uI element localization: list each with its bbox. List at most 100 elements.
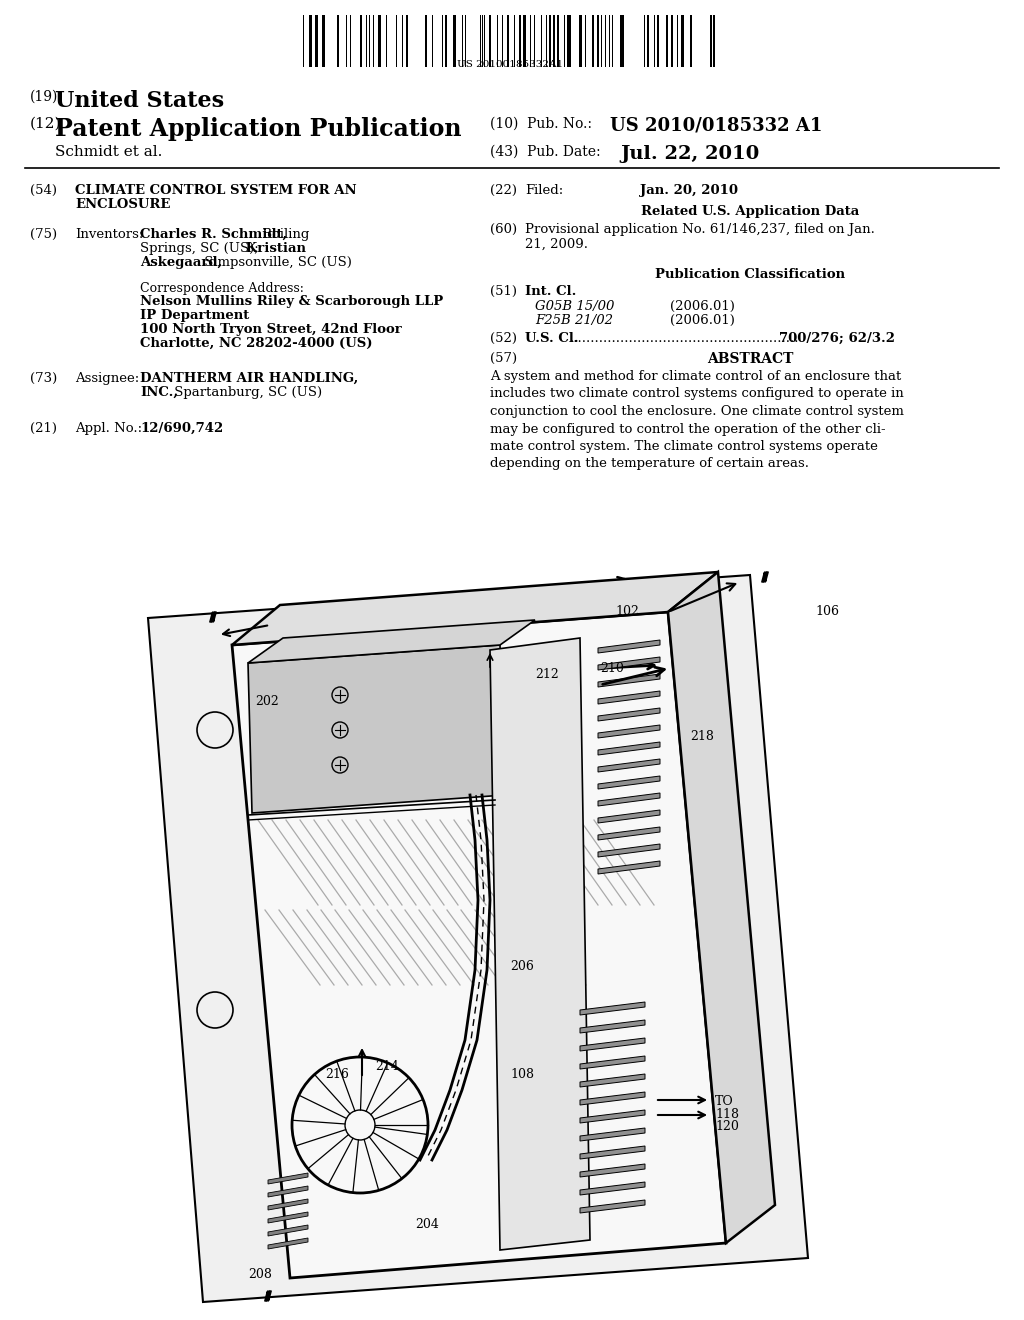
Text: (22): (22) bbox=[490, 183, 517, 197]
Bar bbox=[359, 15, 362, 67]
Bar bbox=[667, 15, 669, 67]
Bar bbox=[541, 15, 542, 67]
Bar bbox=[534, 15, 535, 67]
Bar bbox=[647, 15, 649, 67]
Bar bbox=[432, 15, 433, 67]
Text: Jul. 22, 2010: Jul. 22, 2010 bbox=[620, 145, 759, 162]
Text: ......................................................: ........................................… bbox=[570, 333, 800, 345]
Text: (2006.01): (2006.01) bbox=[670, 314, 735, 327]
Text: F25B 21/02: F25B 21/02 bbox=[535, 314, 613, 327]
Polygon shape bbox=[598, 793, 660, 807]
Polygon shape bbox=[580, 1038, 645, 1051]
Polygon shape bbox=[148, 576, 808, 1302]
Bar bbox=[315, 15, 318, 67]
Text: 120: 120 bbox=[715, 1119, 739, 1133]
Text: United States: United States bbox=[55, 90, 224, 112]
Bar bbox=[581, 15, 582, 67]
Text: INC.,: INC., bbox=[140, 385, 178, 399]
Polygon shape bbox=[598, 828, 660, 840]
Bar bbox=[713, 15, 715, 67]
Text: US 20100185332A1: US 20100185332A1 bbox=[457, 59, 563, 69]
Bar bbox=[444, 15, 447, 67]
Polygon shape bbox=[490, 638, 590, 1250]
Text: 214: 214 bbox=[375, 1060, 399, 1073]
Text: 210: 210 bbox=[600, 663, 624, 675]
FancyArrowPatch shape bbox=[603, 667, 665, 684]
Text: 216: 216 bbox=[325, 1068, 349, 1081]
Text: Int. Cl.: Int. Cl. bbox=[525, 285, 577, 298]
Bar bbox=[482, 15, 483, 67]
Text: Spartanburg, SC (US): Spartanburg, SC (US) bbox=[170, 385, 323, 399]
Bar bbox=[407, 15, 408, 67]
Text: Publication Classification: Publication Classification bbox=[655, 268, 845, 281]
Text: 108: 108 bbox=[510, 1068, 534, 1081]
Text: (19): (19) bbox=[30, 90, 58, 104]
Polygon shape bbox=[598, 708, 660, 721]
Text: Charlotte, NC 28202-4000 (US): Charlotte, NC 28202-4000 (US) bbox=[140, 337, 373, 350]
Polygon shape bbox=[232, 612, 726, 1278]
Text: Patent Application Publication: Patent Application Publication bbox=[55, 117, 462, 141]
Text: Assignee:: Assignee: bbox=[75, 372, 139, 385]
Text: A system and method for climate control of an enclosure that
includes two climat: A system and method for climate control … bbox=[490, 370, 904, 470]
Polygon shape bbox=[598, 776, 660, 789]
Text: Kristian: Kristian bbox=[241, 242, 306, 255]
Bar bbox=[657, 15, 658, 67]
Bar bbox=[621, 15, 624, 67]
Text: (2006.01): (2006.01) bbox=[670, 300, 735, 313]
Polygon shape bbox=[580, 1164, 645, 1177]
Polygon shape bbox=[248, 620, 535, 663]
Text: 212: 212 bbox=[535, 668, 559, 681]
Bar bbox=[308, 15, 311, 67]
Text: Simpsonville, SC (US): Simpsonville, SC (US) bbox=[200, 256, 352, 269]
Polygon shape bbox=[598, 742, 660, 755]
Text: 208: 208 bbox=[248, 1269, 272, 1280]
Text: IP Department: IP Department bbox=[140, 309, 249, 322]
Text: Jan. 20, 2010: Jan. 20, 2010 bbox=[640, 183, 738, 197]
Bar bbox=[426, 15, 427, 67]
Polygon shape bbox=[598, 861, 660, 874]
Bar bbox=[350, 15, 351, 67]
Text: (73): (73) bbox=[30, 372, 57, 385]
Bar bbox=[378, 15, 381, 67]
Text: (60): (60) bbox=[490, 223, 517, 236]
Bar bbox=[300, 15, 720, 67]
Text: G05B 15/00: G05B 15/00 bbox=[535, 300, 614, 313]
Text: (75): (75) bbox=[30, 228, 57, 242]
Text: US 2010/0185332 A1: US 2010/0185332 A1 bbox=[610, 117, 822, 135]
Text: Provisional application No. 61/146,237, filed on Jan.
21, 2009.: Provisional application No. 61/146,237, … bbox=[525, 223, 874, 251]
Text: Nelson Mullins Riley & Scarborough LLP: Nelson Mullins Riley & Scarborough LLP bbox=[140, 294, 443, 308]
Text: Charles R. Schmidt,: Charles R. Schmidt, bbox=[140, 228, 287, 242]
Polygon shape bbox=[580, 1092, 645, 1105]
Text: 206: 206 bbox=[510, 960, 534, 973]
Text: Correspondence Address:: Correspondence Address: bbox=[140, 282, 304, 294]
Polygon shape bbox=[580, 1110, 645, 1123]
Polygon shape bbox=[580, 1129, 645, 1140]
Text: 700/276; 62/3.2: 700/276; 62/3.2 bbox=[779, 333, 895, 345]
Polygon shape bbox=[598, 657, 660, 671]
Bar bbox=[611, 15, 613, 67]
Text: 100 North Tryon Street, 42nd Floor: 100 North Tryon Street, 42nd Floor bbox=[140, 323, 401, 337]
Polygon shape bbox=[598, 690, 660, 704]
Polygon shape bbox=[580, 1056, 645, 1069]
Polygon shape bbox=[598, 759, 660, 772]
Text: 12/690,742: 12/690,742 bbox=[140, 422, 223, 436]
Text: Inventors:: Inventors: bbox=[75, 228, 143, 242]
Text: Related U.S. Application Data: Related U.S. Application Data bbox=[641, 205, 859, 218]
Polygon shape bbox=[668, 572, 775, 1243]
Bar bbox=[553, 15, 555, 67]
Polygon shape bbox=[598, 725, 660, 738]
Bar bbox=[369, 15, 370, 67]
Text: 106: 106 bbox=[815, 605, 839, 618]
Text: 204: 204 bbox=[415, 1218, 439, 1232]
Polygon shape bbox=[598, 810, 660, 822]
Bar bbox=[690, 15, 692, 67]
Polygon shape bbox=[580, 1146, 645, 1159]
Text: Springs, SC (US);: Springs, SC (US); bbox=[140, 242, 259, 255]
Polygon shape bbox=[580, 1002, 645, 1015]
Polygon shape bbox=[268, 1199, 308, 1210]
Text: (12): (12) bbox=[30, 117, 61, 131]
Bar bbox=[346, 15, 347, 67]
Text: 218: 218 bbox=[690, 730, 714, 743]
Text: TO: TO bbox=[715, 1096, 734, 1107]
Text: CLIMATE CONTROL SYSTEM FOR AN: CLIMATE CONTROL SYSTEM FOR AN bbox=[75, 183, 356, 197]
